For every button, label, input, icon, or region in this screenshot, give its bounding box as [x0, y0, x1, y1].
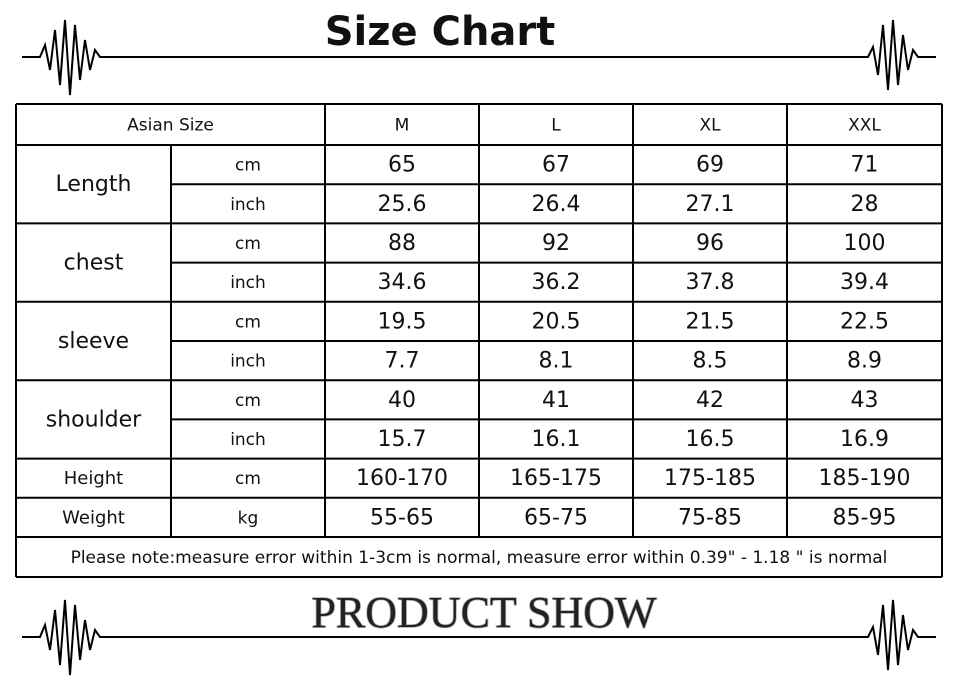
footer-title: PRODUCT SHOW — [311, 588, 657, 637]
size-value: 100 — [844, 231, 886, 256]
size-value: 8.9 — [847, 349, 882, 374]
size-value: 39.4 — [840, 270, 889, 295]
unit-cell: cm — [235, 391, 261, 411]
measure-name: sleeve — [58, 329, 129, 354]
measure-name: shoulder — [46, 407, 142, 432]
header-cell: L — [551, 116, 561, 136]
size-value: 28 — [851, 192, 879, 217]
unit-cell: inch — [230, 195, 266, 215]
size-value: 7.7 — [385, 349, 420, 374]
size-value: 175-185 — [664, 466, 756, 491]
measure-name: Height — [64, 468, 124, 489]
size-value: 16.5 — [686, 427, 735, 452]
size-value: 88 — [388, 231, 416, 256]
size-value: 75-85 — [678, 505, 742, 530]
size-value: 96 — [696, 231, 724, 256]
size-value: 55-65 — [370, 505, 434, 530]
size-value: 67 — [542, 153, 570, 178]
size-value: 65 — [388, 153, 416, 178]
size-value: 185-190 — [819, 466, 911, 491]
size-value: 71 — [851, 153, 879, 178]
unit-cell: cm — [235, 312, 261, 332]
page-title: Size Chart — [325, 9, 556, 55]
size-value: 43 — [851, 388, 879, 413]
measure-name: Weight — [62, 507, 125, 528]
size-value: 34.6 — [378, 270, 427, 295]
size-value: 26.4 — [532, 192, 581, 217]
unit-cell: inch — [230, 273, 266, 293]
unit-cell: cm — [235, 469, 261, 489]
size-value: 21.5 — [686, 309, 735, 334]
size-value: 8.5 — [693, 349, 728, 374]
size-value: 85-95 — [833, 505, 897, 530]
measure-name: chest — [64, 251, 124, 276]
size-value: 92 — [542, 231, 570, 256]
unit-cell: cm — [235, 234, 261, 254]
size-value: 15.7 — [378, 427, 427, 452]
size-value: 27.1 — [686, 192, 735, 217]
unit-cell: cm — [235, 156, 261, 176]
unit-cell: inch — [230, 352, 266, 372]
note: Please note:measure error within 1-3cm i… — [71, 548, 888, 568]
size-value: 20.5 — [532, 309, 581, 334]
header-cell: M — [395, 116, 410, 136]
size-value: 69 — [696, 153, 724, 178]
size-value: 37.8 — [686, 270, 735, 295]
unit-cell: inch — [230, 430, 266, 450]
unit-cell: kg — [238, 508, 259, 528]
header-cell: Asian Size — [127, 116, 214, 136]
size-value: 41 — [542, 388, 570, 413]
size-value: 160-170 — [356, 466, 448, 491]
size-value: 19.5 — [378, 309, 427, 334]
size-value: 42 — [696, 388, 724, 413]
size-value: 22.5 — [840, 309, 889, 334]
size-value: 40 — [388, 388, 416, 413]
size-value: 65-75 — [524, 505, 588, 530]
size-value: 25.6 — [378, 192, 427, 217]
header-cell: XL — [699, 116, 721, 136]
header-cell: XXL — [848, 116, 881, 136]
size-value: 16.9 — [840, 427, 889, 452]
measure-name: Length — [56, 172, 132, 197]
size-table: Asian Size M L XL XXL Length cm 65 67 69 71 inch 25.… — [15, 103, 943, 578]
size-value: 8.1 — [539, 349, 574, 374]
size-value: 36.2 — [532, 270, 581, 295]
size-value: 165-175 — [510, 466, 602, 491]
size-value: 16.1 — [532, 427, 581, 452]
